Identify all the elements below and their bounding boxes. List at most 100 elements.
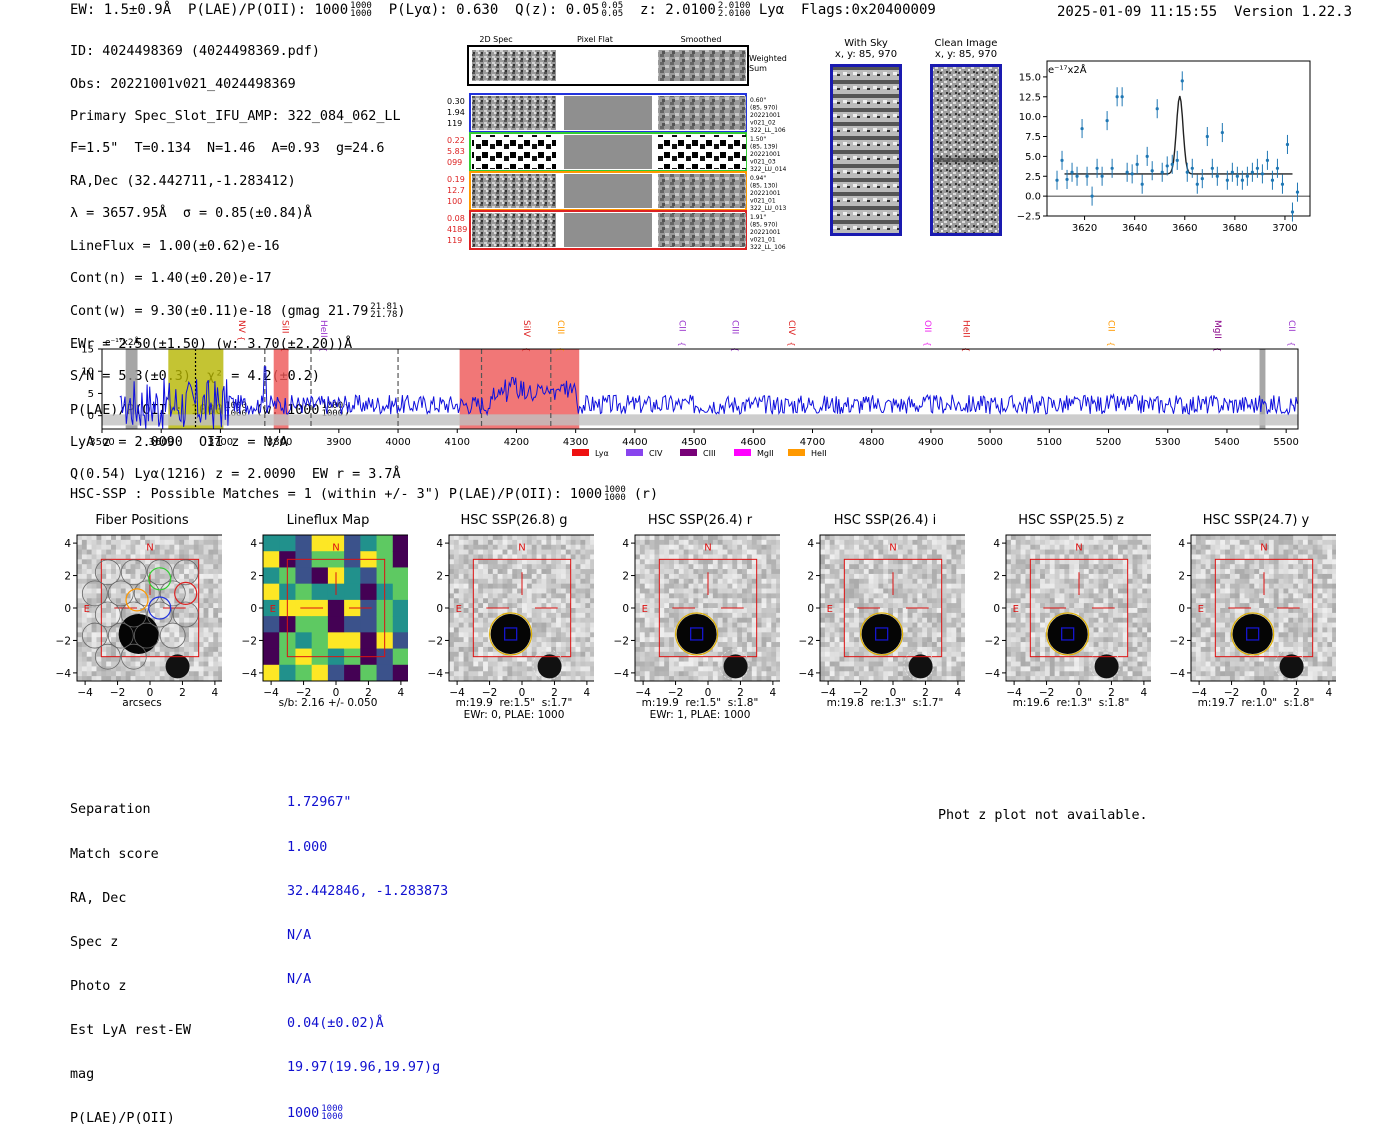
hsc-pixel: [590, 662, 594, 667]
hsc-pixel: [1045, 574, 1050, 579]
hsc-pixel: [718, 535, 723, 540]
east-label: E: [642, 604, 648, 615]
hsc-pixel: [669, 550, 674, 555]
hsc-pixel: [912, 584, 917, 589]
zoom-ytick-label: 10.0: [1019, 112, 1041, 123]
zoom-point: [1291, 210, 1294, 213]
hsc-pixel: [571, 632, 576, 637]
hsc-pixel: [1030, 627, 1035, 632]
lineflux-cell: [263, 665, 280, 682]
hsc-pixel: [645, 579, 650, 584]
hsc-pixel: [640, 550, 645, 555]
hsc-pixel: [459, 550, 464, 555]
hsc-pixel: [747, 632, 752, 637]
hsc-pixel: [135, 657, 140, 662]
hsc-pixel: [1074, 598, 1079, 603]
hsc-pixel: [859, 598, 864, 603]
hsc-pixel: [101, 662, 106, 667]
hsc-pixel: [762, 564, 767, 569]
hsc-pixel: [713, 647, 718, 652]
hsc-pixel: [766, 574, 771, 579]
hsc-pixel: [1035, 637, 1040, 642]
hsc-pixel: [908, 637, 913, 642]
hsc-pixel: [218, 540, 222, 545]
hsc-pixel: [556, 618, 561, 623]
spec-line-bracket: {: [281, 347, 290, 352]
spec-legend-label: CIII: [703, 449, 716, 458]
hsc-pixel: [947, 574, 952, 579]
hsc-pixel: [645, 589, 650, 594]
hsc-pixel: [835, 540, 840, 545]
zoom-point: [1296, 191, 1299, 194]
hsc-pixel: [912, 569, 917, 574]
lineflux-cell: [279, 665, 296, 682]
hsc-pixel: [1084, 540, 1089, 545]
hsc-pixel: [208, 627, 213, 632]
hsc-pixel: [878, 662, 883, 667]
hsc-pixel: [189, 642, 194, 647]
hsc-pixel: [869, 559, 874, 564]
hsc-pixel: [527, 662, 532, 667]
hsc-pixel: [757, 671, 762, 676]
hsc-pixel: [503, 584, 508, 589]
hsc-pixel: [131, 550, 136, 555]
hsc-pixel: [912, 574, 917, 579]
hsc-pixel: [830, 564, 835, 569]
hsc-pixel: [111, 608, 116, 613]
hsc-pixel: [1094, 613, 1099, 618]
hsc-pixel: [869, 593, 874, 598]
fiber-left-label: 0.19: [447, 175, 465, 184]
hsc-pixel: [650, 627, 655, 632]
hsc-pixel: [718, 574, 723, 579]
spec-xtick-label: 4100: [445, 437, 470, 448]
hsc-pixel: [849, 535, 854, 540]
hsc-pixel: [199, 584, 204, 589]
hsc-pixel: [912, 598, 917, 603]
header-z: z: 2.0100: [640, 2, 716, 18]
hsc-pixel: [654, 545, 659, 550]
hsc-ytick-label: 2: [622, 571, 629, 583]
hsc-pixel: [737, 598, 742, 603]
hsc-pixel: [883, 569, 888, 574]
hsc-pixel: [87, 598, 92, 603]
hsc-pixel: [537, 623, 542, 628]
hsc-pixel: [732, 569, 737, 574]
fiber-pixel-flat: [564, 135, 652, 169]
hsc-pixel: [776, 662, 780, 667]
hsc-pixel: [189, 593, 194, 598]
hsc-pixel: [888, 666, 893, 671]
hsc-pixel: [165, 550, 170, 555]
zoom-point: [1226, 179, 1229, 182]
hsc-pixel: [551, 627, 556, 632]
hsc-pixel: [1074, 666, 1079, 671]
hsc-pixel: [727, 598, 732, 603]
hsc-pixel: [859, 574, 864, 579]
hsc-pixel: [854, 632, 859, 637]
hsc-pixel: [1094, 550, 1099, 555]
hsc-pixel: [537, 618, 542, 623]
hsc-pixel: [723, 642, 728, 647]
hsc-pixel: [537, 589, 542, 594]
hsc-pixel: [776, 574, 780, 579]
hsc-pixel: [590, 559, 594, 564]
hsc-pixel: [478, 671, 483, 676]
hsc-pixel: [1113, 535, 1118, 540]
hsc-pixel: [556, 550, 561, 555]
hsc-pixel: [1006, 535, 1011, 540]
hsc-pixel: [864, 608, 869, 613]
hsc-pixel: [951, 540, 956, 545]
hsc-pixel: [213, 559, 218, 564]
hsc-pixel: [640, 647, 645, 652]
hsc-pixel: [454, 589, 459, 594]
hsc-pixel: [1030, 540, 1035, 545]
hsc-pixel: [961, 637, 965, 642]
hsc-pixel: [776, 579, 780, 584]
hsc-pixel: [1021, 608, 1026, 613]
hsc-pixel: [654, 666, 659, 671]
hsc-pixel: [527, 574, 532, 579]
hsc-pixel: [888, 603, 893, 608]
hsc-pixel: [956, 540, 961, 545]
hsc-pixel: [449, 642, 454, 647]
